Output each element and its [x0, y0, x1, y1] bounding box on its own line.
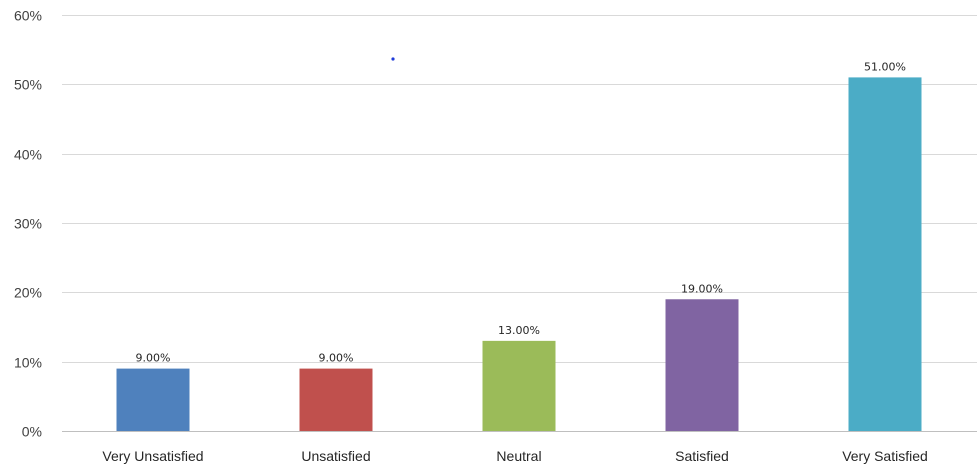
bar	[116, 368, 190, 431]
y-tick-label: 10%	[14, 355, 42, 371]
bar	[299, 368, 373, 431]
x-tick-label: Unsatisfied	[301, 448, 370, 464]
data-label: 9.00%	[136, 352, 171, 365]
x-axis-ticks: Very Unsatisfied Unsatisfied Neutral Satisf…	[102, 448, 927, 464]
x-tick-label: Very Unsatisfied	[102, 448, 203, 464]
bar	[482, 340, 556, 431]
bars	[116, 77, 922, 432]
data-label: 51.00%	[864, 60, 906, 73]
bar	[848, 77, 922, 432]
data-label: 19.00%	[681, 282, 723, 295]
y-tick-label: 40%	[14, 147, 42, 163]
y-tick-label: 20%	[14, 285, 42, 301]
x-tick-label: Neutral	[496, 448, 541, 464]
data-label: 9.00%	[319, 352, 354, 365]
stray-dot	[391, 57, 395, 61]
x-tick-label: Satisfied	[675, 448, 729, 464]
y-tick-label: 60%	[14, 8, 42, 24]
y-tick-label: 50%	[14, 77, 42, 93]
data-label: 13.00%	[498, 324, 540, 337]
data-labels: 9.00% 9.00% 13.00% 19.00% 51.00%	[136, 60, 906, 364]
y-tick-label: 0%	[22, 424, 42, 440]
gridlines	[62, 15, 977, 363]
x-tick-label: Very Satisfied	[842, 448, 928, 464]
bar	[665, 299, 739, 431]
y-axis-ticks: 0% 10% 20% 30% 40% 50% 60%	[14, 8, 42, 440]
y-tick-label: 30%	[14, 216, 42, 232]
